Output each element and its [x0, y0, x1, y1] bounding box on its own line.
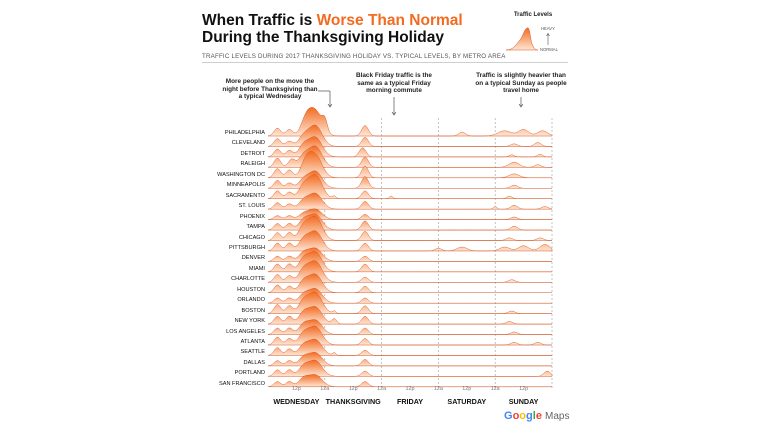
city-label: RALEIGH — [240, 161, 265, 168]
city-label: SEATTLE — [240, 349, 265, 356]
traffic-area-detroit — [267, 136, 552, 158]
city-label: PITTSBURGH — [228, 244, 265, 251]
traffic-area-sacramento — [267, 174, 552, 199]
city-label: TAMPA — [246, 224, 265, 231]
day-label: SUNDAY — [508, 397, 539, 406]
traffic-area-new-york — [267, 306, 552, 325]
x-tick-label: 12p — [405, 386, 415, 392]
annotation-wednesday: More people on the move the night before… — [222, 78, 318, 101]
legend-peak-shape — [505, 27, 539, 51]
traffic-area-phoenix — [267, 208, 552, 220]
x-tick-label: 12p — [519, 386, 529, 392]
chart-subtitle: TRAFFIC LEVELS DURING 2017 THANKSGIVING … — [202, 53, 506, 60]
traffic-area-miami — [267, 251, 552, 273]
day-label: THANKSGIVING — [325, 397, 381, 406]
x-tick-label: 12a — [377, 386, 387, 392]
title-line2: During the Thanksgiving Holiday — [202, 29, 444, 46]
annotation-arrows — [318, 90, 524, 116]
x-tick-label: 12p — [348, 386, 358, 392]
legend-normal-label: NORMAL — [540, 47, 558, 52]
city-label: MINNEAPOLIS — [226, 182, 265, 189]
city-label: HOUSTON — [237, 286, 265, 293]
city-label: WASHINGTON DC — [217, 171, 265, 178]
legend-graphic — [505, 27, 550, 51]
traffic-area-orlando — [267, 288, 552, 304]
city-label: PORTLAND — [234, 370, 265, 377]
traffic-area-san-francisco — [267, 374, 552, 388]
city-label: SACRAMENTO — [225, 192, 265, 199]
legend: Traffic Levels HEAVY NORMAL — [500, 10, 566, 56]
google-wordmark: Google — [504, 410, 542, 422]
city-label: ATLANTA — [240, 339, 265, 345]
traffic-area-tampa — [267, 213, 552, 231]
traffic-area-philadelphia — [267, 107, 553, 137]
annotation-friday: Black Friday traffic is the same as a ty… — [355, 72, 432, 95]
traffic-area-houston — [267, 273, 552, 293]
traffic-area-atlanta — [267, 325, 552, 346]
traffic-area-pittsburgh — [267, 230, 553, 252]
day-label: FRIDAY — [396, 397, 424, 406]
traffic-area-seattle — [267, 338, 552, 356]
chart-title: When Traffic is Worse Than Normal During… — [202, 12, 502, 46]
city-label: BOSTON — [241, 307, 265, 314]
legend-heavy-label: HEAVY — [541, 26, 555, 31]
city-label: PHOENIX — [239, 213, 265, 220]
traffic-area-cleveland — [267, 124, 552, 147]
traffic-area-denver — [267, 247, 552, 262]
x-tick-label: 12p — [462, 386, 472, 392]
traffic-area-boston — [267, 291, 552, 314]
city-label: CHARLOTTE — [231, 276, 265, 283]
city-label: ST. LOUIS — [238, 203, 265, 210]
google-maps-logo: Google Maps — [504, 410, 569, 422]
traffic-area-washington-dc — [267, 151, 552, 179]
city-label: LOS ANGELES — [226, 328, 265, 335]
city-label: ORLANDO — [237, 297, 265, 304]
traffic-area-charlotte — [267, 260, 552, 283]
x-tick-label: 12a — [433, 386, 443, 392]
city-label: SAN FRANCISCO — [219, 380, 265, 387]
traffic-area-minneapolis — [267, 170, 552, 189]
maps-wordmark: Maps — [545, 411, 570, 422]
annotation-arrow-wednesday-head — [327, 103, 333, 108]
city-label: PHILADELPHIA — [224, 130, 265, 136]
annotation-arrow-friday-head — [391, 111, 397, 116]
legend-arrow-head — [546, 32, 550, 37]
title-prefix: When Traffic is — [202, 12, 317, 29]
traffic-area-portland — [267, 359, 553, 377]
x-tick-label: 12a — [320, 386, 330, 392]
city-label: CLEVELAND — [231, 140, 265, 147]
city-label: DALLAS — [243, 359, 265, 366]
traffic-area-los-angeles — [267, 319, 552, 335]
city-label: CHICAGO — [238, 234, 265, 241]
annotation-sunday: Traffic is slightly heavier than on a ty… — [475, 72, 567, 95]
traffic-area-chicago — [267, 215, 553, 241]
city-label: NEW YORK — [234, 318, 265, 325]
traffic-area-st-louis — [267, 192, 553, 210]
annotation-arrow-sunday-head — [518, 103, 524, 108]
day-label: WEDNESDAY — [273, 397, 320, 406]
city-label: MIAMI — [248, 265, 265, 272]
title-divider — [202, 62, 568, 63]
traffic-area-raleigh — [267, 145, 552, 168]
x-tick-label: 12a — [490, 386, 500, 392]
city-label: DENVER — [241, 255, 265, 262]
day-label: SATURDAY — [447, 397, 487, 406]
x-tick-label: 12p — [291, 386, 301, 392]
city-label: DETROIT — [240, 150, 265, 157]
legend-title: Traffic Levels — [513, 12, 553, 18]
traffic-area-dallas — [267, 352, 552, 367]
title-highlight: Worse Than Normal — [316, 12, 463, 29]
